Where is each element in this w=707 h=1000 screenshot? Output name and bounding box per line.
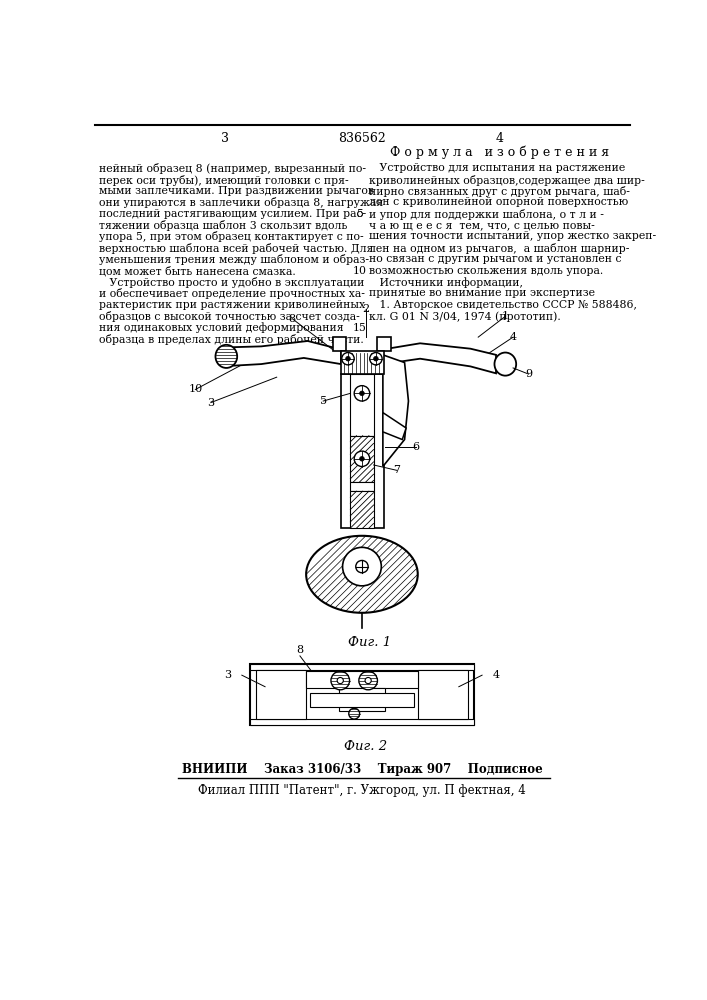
Text: образцов с высокой точностью за счет созда-: образцов с высокой точностью за счет соз… <box>99 311 360 322</box>
Text: цом может быть нанесена смазка.: цом может быть нанесена смазка. <box>99 266 296 276</box>
Text: криволинейных образцов,содержащее два шир-: криволинейных образцов,содержащее два ши… <box>369 175 645 186</box>
Text: уменьшения трения между шаблоном и образ-: уменьшения трения между шаблоном и образ… <box>99 254 369 265</box>
Text: 4: 4 <box>510 332 517 342</box>
Text: 7: 7 <box>393 465 400 475</box>
Circle shape <box>359 671 378 690</box>
Circle shape <box>341 353 354 365</box>
Circle shape <box>360 391 364 396</box>
Text: ч а ю щ е е с я  тем, что, с целью повы-: ч а ю щ е е с я тем, что, с целью повы- <box>369 220 595 230</box>
Polygon shape <box>383 343 496 373</box>
Bar <box>351 436 373 482</box>
Bar <box>256 670 306 719</box>
Text: принятые во внимание при экспертизе: принятые во внимание при экспертизе <box>369 288 595 298</box>
Text: и обеспечивает определение прочностных ха-: и обеспечивает определение прочностных х… <box>99 288 365 299</box>
Text: 3: 3 <box>207 398 214 408</box>
Polygon shape <box>383 413 406 440</box>
Text: 5: 5 <box>320 396 327 406</box>
Text: 10: 10 <box>353 266 367 276</box>
Text: 4: 4 <box>495 132 503 145</box>
Text: лон с криволинейной опорной поверхностью: лон с криволинейной опорной поверхностью <box>369 197 629 207</box>
Ellipse shape <box>306 536 418 613</box>
Bar <box>341 351 384 374</box>
Text: 9: 9 <box>525 369 532 379</box>
Text: шения точности испытаний, упор жестко закреп-: шения точности испытаний, упор жестко за… <box>369 231 656 241</box>
Text: Фuг. 1: Фuг. 1 <box>348 636 391 649</box>
Bar <box>351 482 373 491</box>
Circle shape <box>349 708 360 719</box>
Text: возможностью скольжения вдоль упора.: возможностью скольжения вдоль упора. <box>369 266 603 276</box>
Text: они упираются в заплечики образца 8, нагружая: они упираются в заплечики образца 8, наг… <box>99 197 383 208</box>
Text: Филиал ППП "Патент", г. Ужгород, ул. П фектная, 4: Филиал ППП "Патент", г. Ужгород, ул. П ф… <box>198 784 526 797</box>
Circle shape <box>356 560 368 573</box>
Bar <box>351 491 373 528</box>
Text: ния одинаковых условий деформирования: ния одинаковых условий деформирования <box>99 323 344 333</box>
Text: упора 5, при этом образец контактирует с по-: упора 5, при этом образец контактирует с… <box>99 231 364 242</box>
Text: Устройство для испытания на растяжение: Устройство для испытания на растяжение <box>369 163 625 173</box>
Text: 10: 10 <box>188 384 202 394</box>
Text: последний растягивающим усилием. При рас-: последний растягивающим усилием. При рас… <box>99 209 366 219</box>
Circle shape <box>343 547 381 586</box>
Bar <box>341 374 384 528</box>
Text: Устройство просто и удобно в эксплуатации: Устройство просто и удобно в эксплуатаци… <box>99 277 365 288</box>
Text: 1: 1 <box>502 311 509 321</box>
Bar <box>418 670 468 719</box>
Text: кл. G 01 N 3/04, 1974 (прототип).: кл. G 01 N 3/04, 1974 (прототип). <box>369 311 561 322</box>
Text: ВНИИПИ    Заказ 3106/33    Тираж 907    Подписное: ВНИИПИ Заказ 3106/33 Тираж 907 Подписное <box>182 763 542 776</box>
Bar <box>250 664 474 670</box>
Text: 1. Авторское свидетельство СССР № 588486,: 1. Авторское свидетельство СССР № 588486… <box>369 300 637 310</box>
Text: мыми заплечиками. При раздвижении рычагов: мыми заплечиками. При раздвижении рычаго… <box>99 186 374 196</box>
Text: 836562: 836562 <box>338 132 386 145</box>
Ellipse shape <box>216 345 237 368</box>
Text: нейный образец 8 (например, вырезанный по-: нейный образец 8 (например, вырезанный п… <box>99 163 366 174</box>
Text: 4: 4 <box>493 670 500 680</box>
Text: 8: 8 <box>288 314 296 324</box>
Text: Ф о р м у л а   и з о б р е т е н и я: Ф о р м у л а и з о б р е т е н и я <box>390 146 609 159</box>
Circle shape <box>360 456 364 461</box>
Bar <box>250 664 474 725</box>
Circle shape <box>354 451 370 466</box>
Text: 6: 6 <box>413 442 420 452</box>
Text: Фuг. 2: Фuг. 2 <box>344 740 387 753</box>
Circle shape <box>337 677 344 684</box>
Text: 3: 3 <box>224 670 231 680</box>
Text: 2: 2 <box>362 304 369 314</box>
Bar <box>378 337 392 351</box>
Text: лен на одном из рычагов,  а шаблон шарнир-: лен на одном из рычагов, а шаблон шарнир… <box>369 243 629 254</box>
Text: и упор для поддержки шаблона, о т л и -: и упор для поддержки шаблона, о т л и - <box>369 209 604 220</box>
Bar <box>306 671 418 688</box>
Circle shape <box>370 353 382 365</box>
Polygon shape <box>383 355 409 466</box>
Circle shape <box>346 356 351 361</box>
Text: 3: 3 <box>221 132 229 145</box>
Bar <box>332 337 346 351</box>
Text: тяжении образца шаблон 3 скользит вдоль: тяжении образца шаблон 3 скользит вдоль <box>99 220 348 231</box>
Text: Источники информации,: Источники информации, <box>369 277 523 288</box>
Text: образца в пределах длины его рабочей части.: образца в пределах длины его рабочей час… <box>99 334 364 345</box>
Ellipse shape <box>494 353 516 376</box>
Circle shape <box>373 356 378 361</box>
Text: 8: 8 <box>296 645 303 655</box>
Bar <box>339 688 385 711</box>
Text: 15: 15 <box>353 323 366 333</box>
Text: рактеристик при растяжении криволинейных: рактеристик при растяжении криволинейных <box>99 300 366 310</box>
Text: верхностью шаблона всей рабочей частью. Для: верхностью шаблона всей рабочей частью. … <box>99 243 373 254</box>
Text: нирно связанных друг с другом рычага, шаб-: нирно связанных друг с другом рычага, ша… <box>369 186 630 197</box>
Polygon shape <box>234 341 341 366</box>
Text: но связан с другим рычагом и установлен с: но связан с другим рычагом и установлен … <box>369 254 621 264</box>
Circle shape <box>331 671 349 690</box>
Bar <box>310 693 414 707</box>
Text: 5: 5 <box>356 209 363 219</box>
Circle shape <box>354 386 370 401</box>
Bar <box>351 374 373 436</box>
Text: перек оси трубы), имеющий головки с пря-: перек оси трубы), имеющий головки с пря- <box>99 175 349 186</box>
Circle shape <box>365 677 371 684</box>
Bar <box>250 719 474 725</box>
